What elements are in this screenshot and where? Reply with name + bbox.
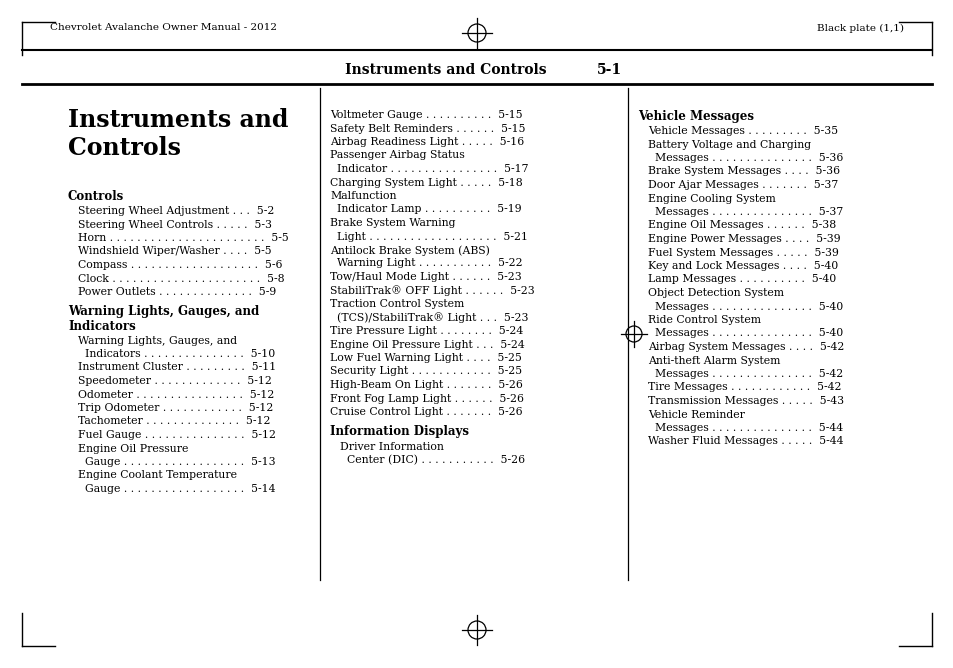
Text: High-Beam On Light . . . . . . .  5-26: High-Beam On Light . . . . . . . 5-26 bbox=[330, 380, 522, 390]
Text: Clock . . . . . . . . . . . . . . . . . . . . . .  5-8: Clock . . . . . . . . . . . . . . . . . … bbox=[78, 273, 284, 283]
Text: Engine Cooling System: Engine Cooling System bbox=[647, 194, 775, 204]
Text: Anti-theft Alarm System: Anti-theft Alarm System bbox=[647, 355, 780, 365]
Text: Instrument Cluster . . . . . . . . .  5-11: Instrument Cluster . . . . . . . . . 5-1… bbox=[78, 363, 276, 373]
Text: Warning Light . . . . . . . . . . .  5-22: Warning Light . . . . . . . . . . . 5-22 bbox=[330, 259, 522, 269]
Text: Transmission Messages . . . . .  5-43: Transmission Messages . . . . . 5-43 bbox=[647, 396, 843, 406]
Text: Instruments and: Instruments and bbox=[68, 108, 288, 132]
Text: Tachometer . . . . . . . . . . . . . .  5-12: Tachometer . . . . . . . . . . . . . . 5… bbox=[78, 417, 271, 426]
Text: StabiliTrak® OFF Light . . . . . .  5-23: StabiliTrak® OFF Light . . . . . . 5-23 bbox=[330, 285, 535, 297]
Text: Engine Coolant Temperature: Engine Coolant Temperature bbox=[78, 470, 236, 480]
Text: (TCS)/StabiliTrak® Light . . .  5-23: (TCS)/StabiliTrak® Light . . . 5-23 bbox=[330, 313, 528, 323]
Text: Low Fuel Warning Light . . . .  5-25: Low Fuel Warning Light . . . . 5-25 bbox=[330, 353, 521, 363]
Text: Steering Wheel Adjustment . . .  5-2: Steering Wheel Adjustment . . . 5-2 bbox=[78, 206, 274, 216]
Text: Airbag System Messages . . . .  5-42: Airbag System Messages . . . . 5-42 bbox=[647, 342, 843, 352]
Text: Messages . . . . . . . . . . . . . . .  5-40: Messages . . . . . . . . . . . . . . . 5… bbox=[647, 301, 842, 311]
Text: Key and Lock Messages . . . .  5-40: Key and Lock Messages . . . . 5-40 bbox=[647, 261, 838, 271]
Text: Traction Control System: Traction Control System bbox=[330, 299, 464, 309]
Text: Steering Wheel Controls . . . . .  5-3: Steering Wheel Controls . . . . . 5-3 bbox=[78, 220, 272, 230]
Text: Engine Oil Messages . . . . . .  5-38: Engine Oil Messages . . . . . . 5-38 bbox=[647, 220, 836, 230]
Text: Lamp Messages . . . . . . . . . .  5-40: Lamp Messages . . . . . . . . . . 5-40 bbox=[647, 275, 836, 285]
Text: Fuel Gauge . . . . . . . . . . . . . . .  5-12: Fuel Gauge . . . . . . . . . . . . . . .… bbox=[78, 430, 275, 440]
Text: Light . . . . . . . . . . . . . . . . . . .  5-21: Light . . . . . . . . . . . . . . . . . … bbox=[330, 232, 527, 242]
Text: Object Detection System: Object Detection System bbox=[647, 288, 783, 298]
Text: Malfunction: Malfunction bbox=[330, 191, 396, 201]
Text: Instruments and Controls: Instruments and Controls bbox=[345, 63, 546, 77]
Text: Engine Oil Pressure Light . . .  5-24: Engine Oil Pressure Light . . . 5-24 bbox=[330, 339, 524, 349]
Text: Messages . . . . . . . . . . . . . . .  5-37: Messages . . . . . . . . . . . . . . . 5… bbox=[647, 207, 842, 217]
Text: Messages . . . . . . . . . . . . . . .  5-44: Messages . . . . . . . . . . . . . . . 5… bbox=[647, 423, 842, 433]
Text: Cruise Control Light . . . . . . .  5-26: Cruise Control Light . . . . . . . 5-26 bbox=[330, 407, 522, 417]
Text: Center (DIC) . . . . . . . . . . .  5-26: Center (DIC) . . . . . . . . . . . 5-26 bbox=[339, 455, 524, 466]
Text: Front Fog Lamp Light . . . . . .  5-26: Front Fog Lamp Light . . . . . . 5-26 bbox=[330, 393, 523, 403]
Text: Indicator . . . . . . . . . . . . . . . .  5-17: Indicator . . . . . . . . . . . . . . . … bbox=[330, 164, 528, 174]
Text: Vehicle Messages . . . . . . . . .  5-35: Vehicle Messages . . . . . . . . . 5-35 bbox=[647, 126, 838, 136]
Text: Black plate (1,1): Black plate (1,1) bbox=[816, 23, 903, 33]
Text: Antilock Brake System (ABS): Antilock Brake System (ABS) bbox=[330, 245, 489, 256]
Text: Indicators . . . . . . . . . . . . . . .  5-10: Indicators . . . . . . . . . . . . . . .… bbox=[78, 349, 275, 359]
Text: Vehicle Reminder: Vehicle Reminder bbox=[647, 409, 744, 420]
Text: Information Displays: Information Displays bbox=[330, 426, 469, 438]
Text: Controls: Controls bbox=[68, 190, 124, 203]
Text: Vehicle Messages: Vehicle Messages bbox=[638, 110, 753, 123]
Text: Windshield Wiper/Washer . . . .  5-5: Windshield Wiper/Washer . . . . 5-5 bbox=[78, 246, 272, 257]
Text: Controls: Controls bbox=[68, 136, 181, 160]
Text: Tire Pressure Light . . . . . . . .  5-24: Tire Pressure Light . . . . . . . . 5-24 bbox=[330, 326, 522, 336]
Text: Tire Messages . . . . . . . . . . . .  5-42: Tire Messages . . . . . . . . . . . . 5-… bbox=[647, 383, 841, 393]
Text: Engine Power Messages . . . .  5-39: Engine Power Messages . . . . 5-39 bbox=[647, 234, 840, 244]
Text: Messages . . . . . . . . . . . . . . .  5-36: Messages . . . . . . . . . . . . . . . 5… bbox=[647, 153, 842, 163]
Text: Security Light . . . . . . . . . . . .  5-25: Security Light . . . . . . . . . . . . 5… bbox=[330, 367, 521, 377]
Text: 5-1: 5-1 bbox=[597, 63, 621, 77]
Text: Ride Control System: Ride Control System bbox=[647, 315, 760, 325]
Text: Battery Voltage and Charging: Battery Voltage and Charging bbox=[647, 140, 810, 150]
Text: Gauge . . . . . . . . . . . . . . . . . .  5-13: Gauge . . . . . . . . . . . . . . . . . … bbox=[78, 457, 275, 467]
Text: Passenger Airbag Status: Passenger Airbag Status bbox=[330, 150, 464, 160]
Text: Tow/Haul Mode Light . . . . . .  5-23: Tow/Haul Mode Light . . . . . . 5-23 bbox=[330, 272, 521, 282]
Text: Messages . . . . . . . . . . . . . . .  5-40: Messages . . . . . . . . . . . . . . . 5… bbox=[647, 329, 842, 339]
Text: Engine Oil Pressure: Engine Oil Pressure bbox=[78, 444, 188, 454]
Text: Washer Fluid Messages . . . . .  5-44: Washer Fluid Messages . . . . . 5-44 bbox=[647, 436, 842, 446]
Text: Airbag Readiness Light . . . . .  5-16: Airbag Readiness Light . . . . . 5-16 bbox=[330, 137, 524, 147]
Text: Chevrolet Avalanche Owner Manual - 2012: Chevrolet Avalanche Owner Manual - 2012 bbox=[50, 23, 276, 33]
Text: Odometer . . . . . . . . . . . . . . . .  5-12: Odometer . . . . . . . . . . . . . . . .… bbox=[78, 389, 274, 399]
Text: Brake System Warning: Brake System Warning bbox=[330, 218, 455, 228]
Text: Voltmeter Gauge . . . . . . . . . .  5-15: Voltmeter Gauge . . . . . . . . . . 5-15 bbox=[330, 110, 522, 120]
Text: Gauge . . . . . . . . . . . . . . . . . .  5-14: Gauge . . . . . . . . . . . . . . . . . … bbox=[78, 484, 275, 494]
Text: Warning Lights, Gauges, and: Warning Lights, Gauges, and bbox=[68, 305, 259, 319]
Text: Driver Information: Driver Information bbox=[339, 442, 443, 452]
Text: Compass . . . . . . . . . . . . . . . . . . .  5-6: Compass . . . . . . . . . . . . . . . . … bbox=[78, 260, 282, 270]
Text: Indicator Lamp . . . . . . . . . .  5-19: Indicator Lamp . . . . . . . . . . 5-19 bbox=[330, 204, 521, 214]
Text: Fuel System Messages . . . . .  5-39: Fuel System Messages . . . . . 5-39 bbox=[647, 248, 838, 257]
Text: Messages . . . . . . . . . . . . . . .  5-42: Messages . . . . . . . . . . . . . . . 5… bbox=[647, 369, 842, 379]
Text: Power Outlets . . . . . . . . . . . . . .  5-9: Power Outlets . . . . . . . . . . . . . … bbox=[78, 287, 276, 297]
Text: Indicators: Indicators bbox=[68, 319, 135, 333]
Text: Door Ajar Messages . . . . . . .  5-37: Door Ajar Messages . . . . . . . 5-37 bbox=[647, 180, 838, 190]
Text: Charging System Light . . . . .  5-18: Charging System Light . . . . . 5-18 bbox=[330, 178, 522, 188]
Text: Brake System Messages . . . .  5-36: Brake System Messages . . . . 5-36 bbox=[647, 166, 840, 176]
Text: Horn . . . . . . . . . . . . . . . . . . . . . . .  5-5: Horn . . . . . . . . . . . . . . . . . .… bbox=[78, 233, 289, 243]
Text: Speedometer . . . . . . . . . . . . .  5-12: Speedometer . . . . . . . . . . . . . 5-… bbox=[78, 376, 272, 386]
Text: Trip Odometer . . . . . . . . . . . .  5-12: Trip Odometer . . . . . . . . . . . . 5-… bbox=[78, 403, 274, 413]
Text: Warning Lights, Gauges, and: Warning Lights, Gauges, and bbox=[78, 335, 237, 345]
Text: Safety Belt Reminders . . . . . .  5-15: Safety Belt Reminders . . . . . . 5-15 bbox=[330, 124, 525, 134]
